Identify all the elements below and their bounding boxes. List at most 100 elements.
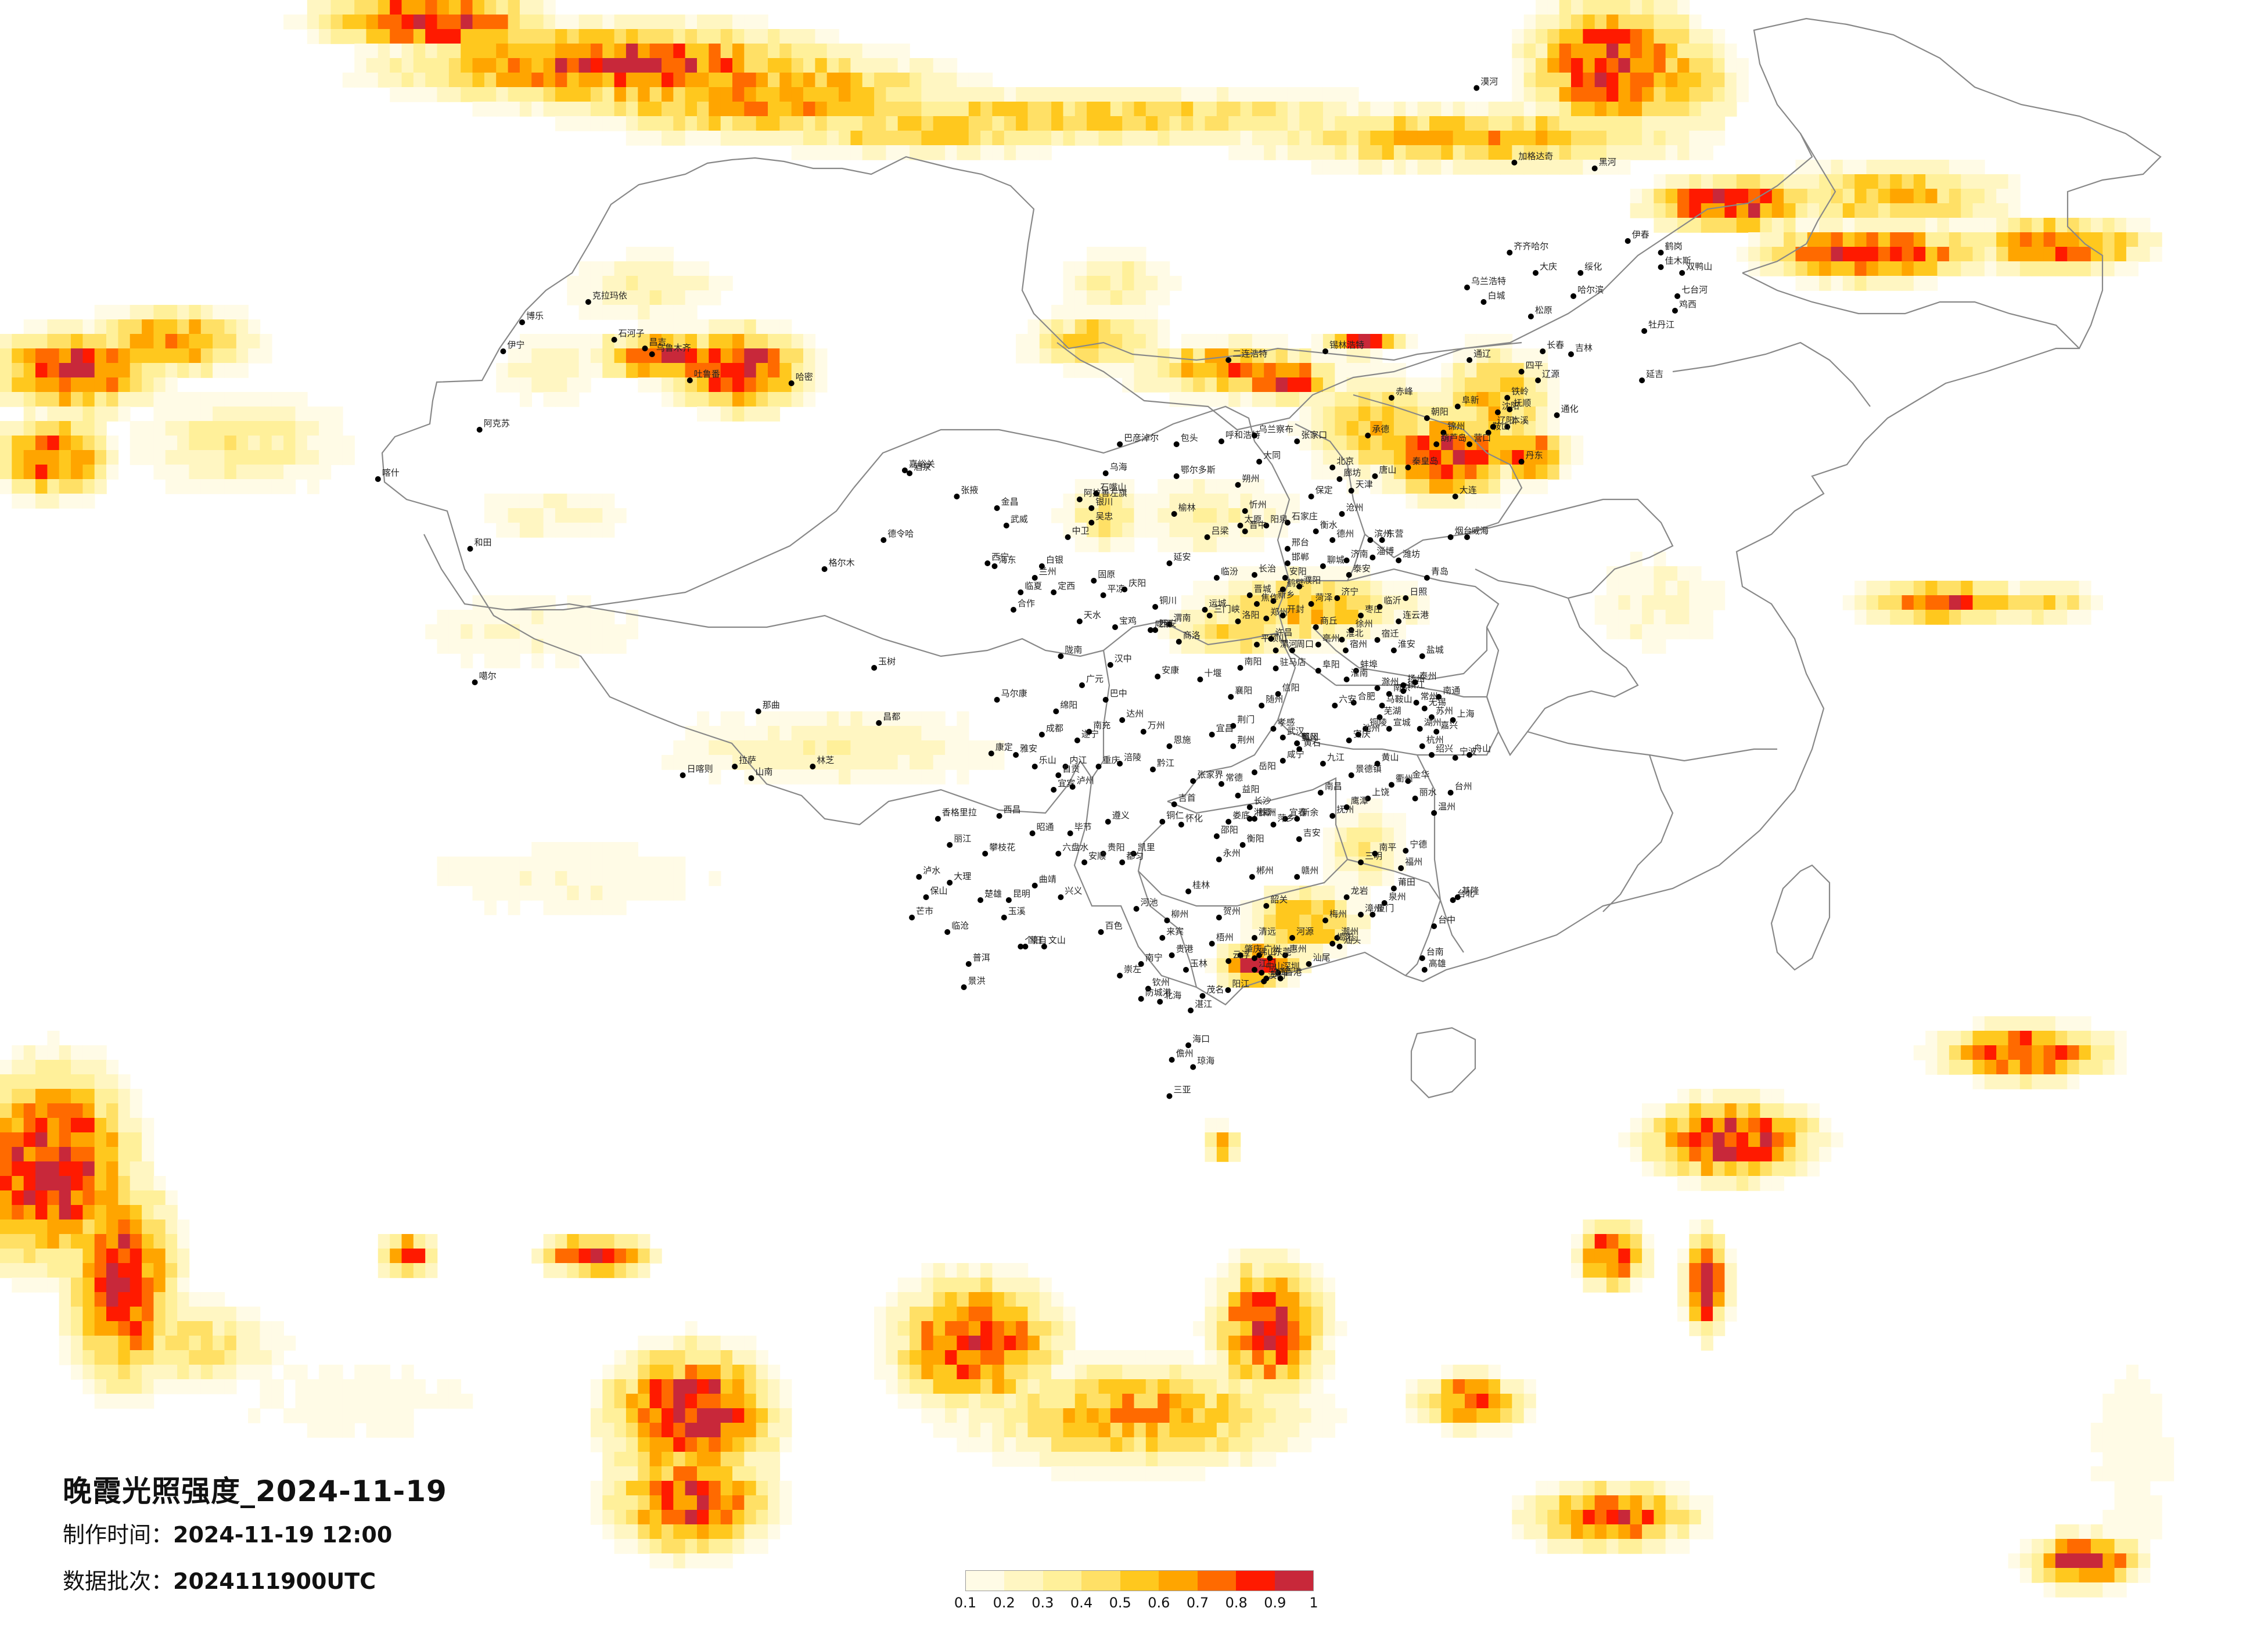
intensity-cell	[968, 1365, 981, 1380]
intensity-cell	[94, 1045, 107, 1060]
intensity-cell	[1854, 232, 1867, 247]
intensity-cell	[177, 436, 190, 451]
intensity-cell	[1736, 189, 1749, 204]
intensity-cell	[2114, 1423, 2127, 1438]
intensity-cell	[1299, 406, 1312, 422]
intensity-cell	[768, 1524, 781, 1539]
intensity-cell	[1618, 1481, 1631, 1496]
intensity-cell	[425, 1249, 438, 1264]
intensity-cell	[1240, 377, 1253, 393]
intensity-cell	[803, 392, 816, 407]
intensity-cell	[567, 1234, 580, 1249]
intensity-cell	[448, 58, 461, 73]
intensity-cell	[94, 1089, 107, 1104]
intensity-cell	[142, 1205, 154, 1220]
city-marker: 汕尾	[1306, 952, 1331, 967]
intensity-cell	[1275, 116, 1288, 131]
intensity-cell	[425, 1234, 438, 1249]
intensity-cell	[496, 494, 509, 509]
intensity-cell	[1701, 145, 1713, 160]
intensity-cell	[709, 1481, 721, 1496]
intensity-cell	[319, 406, 332, 422]
intensity-cell	[968, 1263, 981, 1278]
intensity-cell	[543, 842, 556, 857]
intensity-cell	[897, 116, 910, 131]
intensity-cell	[213, 305, 225, 320]
intensity-cell	[448, 857, 461, 872]
intensity-cell	[1748, 189, 1761, 204]
intensity-cell	[709, 44, 721, 59]
intensity-cell	[649, 1495, 662, 1510]
intensity-cell	[779, 1495, 792, 1510]
intensity-cell	[933, 769, 946, 785]
intensity-cell	[1358, 871, 1371, 886]
intensity-cell	[106, 377, 119, 393]
intensity-cell	[1228, 1249, 1241, 1264]
intensity-cell	[1972, 595, 1985, 610]
intensity-cell	[1701, 1132, 1713, 1147]
intensity-cell	[862, 769, 875, 785]
intensity-cell	[1311, 1365, 1324, 1380]
intensity-cell	[1523, 465, 1536, 480]
intensity-cell	[1453, 102, 1465, 117]
intensity-cell	[1961, 581, 1974, 596]
intensity-cell	[142, 450, 154, 465]
intensity-cell	[1500, 479, 1513, 494]
intensity-cell	[886, 740, 898, 756]
intensity-cell	[673, 44, 686, 59]
intensity-cell	[732, 116, 745, 131]
intensity-cell	[519, 73, 532, 88]
intensity-cell	[1630, 58, 1642, 73]
intensity-cell	[378, 1234, 390, 1249]
intensity-cell	[921, 769, 934, 785]
intensity-cell	[555, 857, 567, 872]
intensity-cell	[1559, 1495, 1572, 1510]
intensity-cell	[130, 1336, 142, 1351]
city-dot	[1018, 589, 1024, 595]
intensity-cell	[567, 73, 580, 88]
intensity-cell	[1299, 1350, 1312, 1365]
intensity-cell	[1335, 131, 1347, 146]
intensity-cell	[1559, 1510, 1572, 1525]
intensity-cell	[1346, 886, 1359, 901]
intensity-cell	[626, 102, 638, 117]
intensity-cell	[1831, 203, 1843, 218]
intensity-cell	[1701, 1089, 1713, 1104]
intensity-cell	[472, 29, 485, 44]
intensity-cell	[2090, 1539, 2103, 1554]
city-label: 吐鲁番	[694, 369, 720, 379]
intensity-cell	[1547, 436, 1560, 451]
city-label: 毕节	[1074, 822, 1092, 832]
intensity-cell	[1701, 1510, 1713, 1525]
city-label: 商洛	[1183, 630, 1201, 641]
intensity-cell	[1240, 1379, 1253, 1394]
intensity-cell	[1027, 145, 1040, 160]
intensity-cell	[330, 1394, 343, 1409]
intensity-cell	[673, 377, 686, 393]
intensity-cell	[1004, 116, 1016, 131]
intensity-cell	[756, 406, 768, 422]
intensity-cell	[1618, 160, 1631, 175]
intensity-cell	[1949, 610, 1961, 625]
intensity-cell	[1842, 218, 1855, 233]
intensity-cell	[1441, 1379, 1454, 1394]
intensity-cell	[732, 334, 745, 349]
intensity-cell	[1642, 1495, 1655, 1510]
city-marker: 双鸭山	[1679, 261, 1712, 276]
intensity-cell	[1677, 624, 1690, 639]
intensity-cell	[1004, 1336, 1016, 1351]
intensity-cell	[1677, 1132, 1690, 1147]
intensity-cell	[35, 1263, 48, 1278]
city-dot	[1202, 607, 1208, 613]
intensity-cell	[118, 1394, 131, 1409]
intensity-cell	[638, 87, 650, 102]
intensity-cell	[1441, 102, 1454, 117]
intensity-cell	[768, 29, 781, 44]
city-label: 泸州	[1077, 775, 1094, 786]
city-dot	[1100, 851, 1106, 857]
intensity-cell	[153, 1263, 166, 1278]
city-marker: 涪陵	[1117, 752, 1141, 767]
intensity-cell	[1063, 1336, 1076, 1351]
intensity-cell	[1961, 610, 1974, 625]
intensity-cell	[1512, 1408, 1525, 1423]
